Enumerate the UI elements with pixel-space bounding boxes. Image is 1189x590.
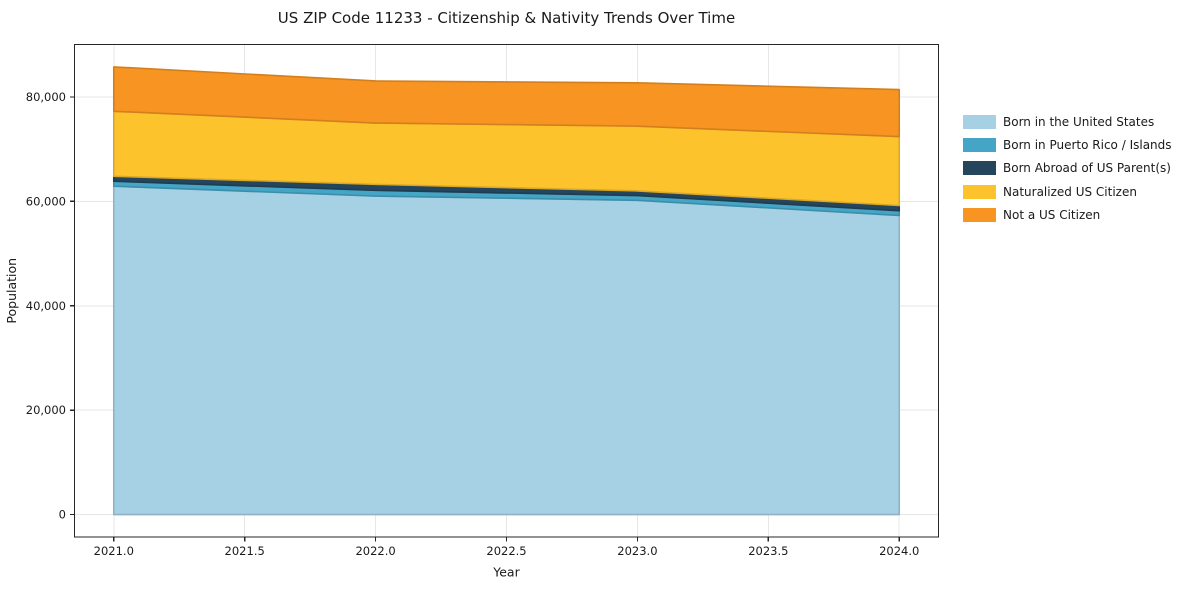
chart-title: US ZIP Code 11233 - Citizenship & Nativi…	[277, 9, 736, 27]
legend-swatch-icon	[963, 114, 996, 129]
x-tick-label: 2021.5	[225, 544, 265, 558]
y-tick-label: 20,000	[26, 403, 66, 417]
legend-swatch-icon	[963, 161, 996, 176]
x-tick-label: 2022.0	[355, 544, 395, 558]
legend-item: Born Abroad of US Parent(s)	[963, 157, 1172, 180]
x-axis-label: Year	[492, 565, 520, 580]
legend-swatch-icon	[963, 208, 996, 223]
y-axis-label: Population	[4, 258, 19, 324]
legend-item: Naturalized US Citizen	[963, 180, 1172, 203]
x-tick-label: 2024.0	[879, 544, 919, 558]
y-tick-label: 0	[59, 508, 66, 522]
legend-label: Born in Puerto Rico / Islands	[1003, 138, 1172, 153]
y-tick-label: 60,000	[26, 194, 66, 208]
legend-item: Born in the United States	[963, 110, 1172, 133]
y-tick-label: 80,000	[26, 90, 66, 104]
legend-label: Born in the United States	[1003, 114, 1155, 129]
x-tick-label: 2021.0	[94, 544, 134, 558]
area-series	[112, 66, 901, 138]
legend-item: Born in Puerto Rico / Islands	[963, 133, 1172, 156]
legend-label: Naturalized US Citizen	[1003, 184, 1137, 199]
legend-label: Not a US Citizen	[1003, 208, 1101, 223]
legend: Born in the United States Born in Puerto …	[963, 110, 1172, 227]
x-tick-label: 2023.0	[617, 544, 657, 558]
x-tick-label: 2022.5	[486, 544, 526, 558]
area-series	[112, 185, 901, 516]
x-tick-label: 2023.5	[748, 544, 788, 558]
legend-label: Born Abroad of US Parent(s)	[1003, 161, 1171, 176]
legend-swatch-icon	[963, 138, 996, 153]
legend-item: Not a US Citizen	[963, 204, 1172, 227]
legend-swatch-icon	[963, 184, 996, 199]
y-tick-label: 40,000	[26, 299, 66, 313]
